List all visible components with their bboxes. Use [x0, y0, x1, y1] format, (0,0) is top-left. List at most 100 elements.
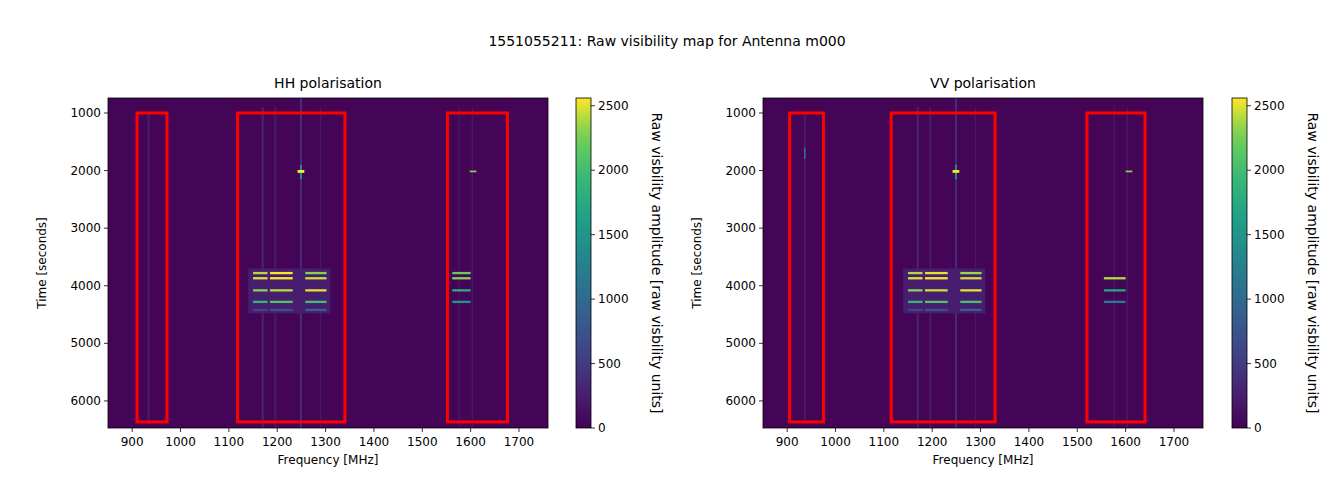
colorbar-tick	[591, 234, 595, 235]
x-tick	[470, 428, 471, 432]
heatmap-cell	[1104, 277, 1126, 279]
x-tick-label: 1400	[359, 435, 390, 449]
panel: 9001000110012001300140015001600170010002…	[690, 75, 1321, 467]
colorbar-title: Raw visbility amplitude [raw visbility u…	[1305, 112, 1321, 413]
x-tick-label: 1500	[407, 435, 438, 449]
heatmap-cell	[1104, 301, 1126, 303]
colorbar-tick-label: 1000	[598, 292, 629, 306]
heatmap-cell	[270, 272, 293, 274]
annotation-boxes	[137, 113, 507, 422]
plot-frame	[763, 98, 1203, 428]
heatmap-cell	[925, 301, 948, 303]
x-tick-label: 1200	[262, 435, 293, 449]
panel-title: VV polarisation	[930, 75, 1036, 91]
y-tick	[759, 400, 763, 401]
colorbar-tick	[1247, 428, 1251, 429]
x-tick-label: 1600	[455, 435, 486, 449]
y-tick-label: 3000	[70, 221, 101, 235]
y-tick-label: 4000	[725, 279, 756, 293]
colorbar-tick	[1247, 363, 1251, 364]
colorbar-tick	[1247, 299, 1251, 300]
heatmap-cell	[253, 301, 268, 303]
heatmap-cell	[262, 107, 264, 428]
y-tick-label: 3000	[725, 221, 756, 235]
colorbar-tick	[591, 170, 595, 171]
heatmap-cell	[960, 289, 981, 291]
y-tick-label: 5000	[725, 336, 756, 350]
background	[0, 0, 1334, 496]
y-tick	[759, 170, 763, 171]
x-tick-label: 1100	[214, 435, 245, 449]
heatmap-cell	[253, 272, 268, 274]
x-tick	[1125, 428, 1126, 432]
heatmap-cell	[270, 301, 293, 303]
y-tick-label: 1000	[725, 106, 756, 120]
heatmap-cell	[929, 107, 931, 428]
heatmap-cell	[452, 289, 470, 291]
x-tick-label: 1000	[165, 435, 196, 449]
y-tick	[759, 343, 763, 344]
heatmap-cell	[925, 289, 948, 291]
y-tick	[104, 170, 108, 171]
colorbar-tick-label: 1500	[1254, 228, 1285, 242]
x-axis-title: Frequency [MHz]	[278, 453, 379, 467]
colorbar-title: Raw visbility amplitude [raw visbility u…	[649, 112, 665, 413]
colorbar-tick-label: 0	[1254, 421, 1262, 435]
annotation-box	[790, 113, 824, 422]
heatmap-cell	[148, 113, 150, 424]
heatmap-cell	[253, 309, 268, 311]
x-tick	[180, 428, 181, 432]
colorbar-tick-label: 500	[1254, 357, 1277, 371]
heatmap-cell	[472, 107, 473, 428]
x-tick-label: 1700	[1159, 435, 1190, 449]
x-tick-label: 1500	[1062, 435, 1093, 449]
heatmap-cell	[300, 98, 302, 428]
x-tick	[373, 428, 374, 432]
annotation-box	[137, 113, 167, 422]
x-tick	[325, 428, 326, 432]
heatmap-cell	[274, 107, 276, 428]
heatmap-cell	[253, 277, 268, 279]
x-tick	[883, 428, 884, 432]
heatmap-cell	[925, 272, 948, 274]
heatmap-cell	[470, 171, 477, 173]
colorbar-tick	[1247, 105, 1251, 106]
x-tick-label: 1000	[820, 435, 851, 449]
heatmap-cell	[305, 277, 326, 279]
x-tick-label: 1300	[310, 435, 341, 449]
heatmap-cells	[108, 98, 548, 428]
x-tick	[277, 428, 278, 432]
heatmap-cell	[452, 272, 470, 274]
plot-frame	[108, 98, 548, 428]
x-axis-title: Frequency [MHz]	[933, 453, 1034, 467]
annotation-boxes	[790, 113, 1145, 422]
heatmap-cell	[960, 309, 981, 311]
colorbar-tick-label: 2500	[598, 99, 629, 113]
panel-title: HH polarisation	[274, 75, 382, 91]
y-axis-title: Time [seconds]	[35, 217, 49, 310]
heatmap-cell	[908, 301, 923, 303]
colorbar-tick	[1247, 170, 1251, 171]
figure: 1551055211: Raw visibility map for Anten…	[0, 0, 1334, 496]
x-tick-label: 1100	[869, 435, 900, 449]
heatmap-cell	[270, 277, 293, 279]
colorbar-tick-label: 1500	[598, 228, 629, 242]
heatmap-cell	[305, 272, 326, 274]
annotation-box	[891, 113, 995, 422]
y-tick	[104, 112, 108, 113]
heatmap-cell	[975, 107, 976, 428]
heatmap-cell	[955, 98, 957, 428]
x-tick-label: 900	[776, 435, 799, 449]
colorbar-tick-label: 0	[598, 421, 606, 435]
x-tick	[422, 428, 423, 432]
heatmap-cell	[320, 107, 321, 428]
heatmap-cell	[305, 289, 326, 291]
colorbar-tick	[1247, 234, 1251, 235]
x-tick-label: 1300	[965, 435, 996, 449]
heatmap-cell	[925, 277, 948, 279]
panel: 9001000110012001300140015001600170010002…	[35, 75, 665, 467]
y-tick-label: 2000	[70, 164, 101, 178]
heatmap-cell	[908, 309, 923, 311]
annotation-box	[447, 113, 507, 422]
colorbar-tick-label: 2500	[1254, 99, 1285, 113]
